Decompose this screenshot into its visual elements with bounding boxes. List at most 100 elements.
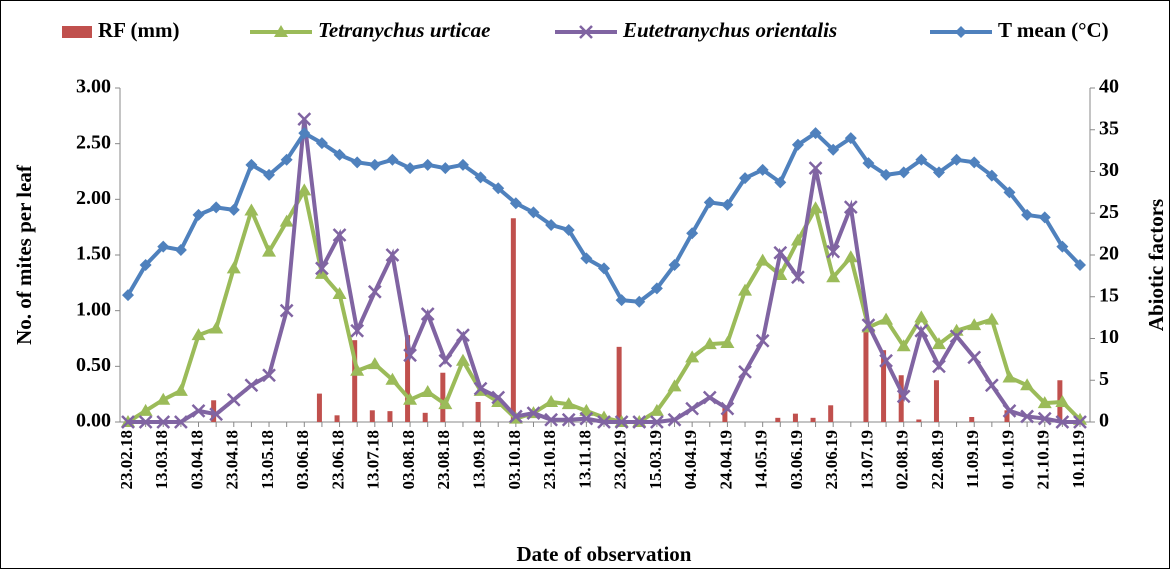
point <box>649 403 664 416</box>
point <box>262 368 276 383</box>
point <box>932 359 946 374</box>
y-tick-label: 3.00 <box>76 76 111 98</box>
bar <box>863 330 869 422</box>
point <box>1074 259 1086 272</box>
point <box>967 350 982 365</box>
y-tick-label: 2.50 <box>76 131 111 153</box>
point <box>686 227 699 240</box>
bar <box>510 218 516 422</box>
point <box>967 318 982 331</box>
y2-tick-label: 35 <box>1099 117 1119 139</box>
point <box>420 307 435 321</box>
point <box>1021 208 1034 221</box>
point <box>774 176 787 189</box>
point <box>473 381 488 396</box>
point <box>880 168 893 181</box>
y-tick-label: 2.00 <box>76 187 111 209</box>
x-tick-label: 13.07.19 <box>857 430 876 490</box>
y2-tick-label: 20 <box>1099 243 1119 265</box>
point <box>1037 396 1052 409</box>
x-tick-label: 03.10.18 <box>505 430 524 490</box>
point <box>279 214 294 227</box>
x-tick-label: 15.03.19 <box>646 430 665 490</box>
bar <box>933 380 939 422</box>
point <box>244 203 259 216</box>
point <box>1002 370 1017 383</box>
y2-tick-label: 5 <box>1099 368 1109 390</box>
point <box>896 389 911 404</box>
point <box>561 412 576 427</box>
y-tick-label: 0.00 <box>76 410 111 432</box>
point <box>984 378 999 393</box>
point <box>508 409 523 424</box>
point <box>773 245 788 260</box>
point <box>527 206 540 219</box>
point <box>139 259 152 272</box>
point <box>1037 411 1052 426</box>
point <box>615 294 628 307</box>
y-tick-label: 1.50 <box>76 243 111 265</box>
point <box>633 295 646 308</box>
point <box>897 166 910 179</box>
point <box>226 392 241 407</box>
point <box>844 132 857 145</box>
point <box>279 303 294 318</box>
point <box>579 403 594 416</box>
point <box>332 228 347 242</box>
point <box>439 162 452 175</box>
point <box>227 203 240 216</box>
x-axis-title: Date of observation <box>517 542 692 566</box>
point <box>280 153 293 166</box>
x-tick-label: 23.06.19 <box>822 430 841 490</box>
x-tick-label: 23.10.18 <box>540 430 559 490</box>
x-tick-label: 10.11.19 <box>1069 430 1088 489</box>
point <box>1020 409 1034 424</box>
point <box>879 312 894 325</box>
point <box>351 156 364 169</box>
x-tick-label: 01.10.19 <box>998 430 1017 490</box>
bar <box>405 335 411 422</box>
point <box>157 240 170 253</box>
point <box>1002 403 1017 418</box>
point <box>385 248 400 262</box>
point <box>420 384 435 397</box>
series-group <box>122 127 1086 308</box>
point <box>561 397 576 410</box>
point <box>756 163 769 176</box>
point <box>914 310 929 323</box>
point <box>685 401 700 416</box>
point <box>808 201 823 214</box>
point <box>685 350 700 363</box>
bar <box>369 410 375 422</box>
x-tick-label: 13.05.18 <box>258 430 277 490</box>
point <box>545 218 558 231</box>
point <box>455 353 470 366</box>
x-tick-label: 02.08.19 <box>893 430 912 490</box>
x-tick-label: 23.08.18 <box>434 430 453 490</box>
series-group <box>121 112 1087 429</box>
bar <box>440 372 446 422</box>
legend-marker <box>955 26 967 38</box>
x-tick-label: 13.11.18 <box>575 430 594 489</box>
point <box>598 262 610 275</box>
point <box>843 250 858 263</box>
point <box>403 348 417 363</box>
point <box>843 200 858 215</box>
point <box>702 337 717 350</box>
bar <box>316 393 322 422</box>
x-tick-label: 13.07.18 <box>364 430 383 490</box>
x-tick-label: 11.09.19 <box>963 430 982 489</box>
x-tick-label: 23.06.18 <box>328 430 347 490</box>
bar <box>1004 410 1010 422</box>
point <box>985 169 998 182</box>
point <box>245 158 258 171</box>
point <box>721 198 734 211</box>
point <box>650 282 663 295</box>
bar <box>792 413 798 422</box>
point <box>562 223 575 236</box>
point <box>826 244 841 259</box>
legend-swatch <box>62 26 92 38</box>
point <box>367 357 382 370</box>
point <box>827 143 840 156</box>
